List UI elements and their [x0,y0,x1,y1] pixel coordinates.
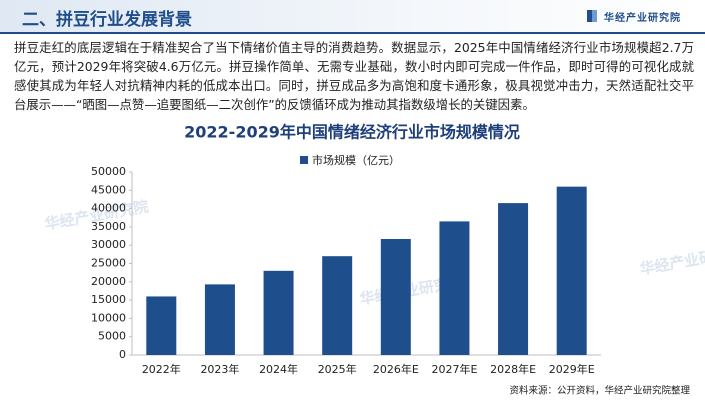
y-tick-label: 15000 [91,293,126,306]
watermark: 华经产业研究院 [638,242,705,278]
y-tick-label: 35000 [91,220,126,233]
y-tick-label: 20000 [91,275,126,288]
y-tick-label: 25000 [91,257,126,270]
bar [263,270,294,355]
logo-icon [587,10,597,22]
y-tick-label: 10000 [91,311,126,324]
bar [380,238,411,355]
legend-label: 市场规模（亿元） [312,153,400,167]
x-tick-label: 2025年 [318,362,357,376]
chart-title: 2022-2029年中国情绪经济行业市场规模情况 [184,123,520,142]
y-tick-label: 40000 [91,202,126,215]
x-tick-label: 2024年 [259,362,298,376]
x-tick-label: 2023年 [200,362,239,376]
brand: 华经产业研究院 [604,13,681,24]
bar [439,221,470,355]
x-tick-label: 2027年E [431,362,477,376]
legend-swatch [300,156,308,164]
header-bar: 二、拼豆行业发展背景 华经产业研究院 [0,0,705,34]
y-tick-label: 5000 [98,330,126,343]
paragraph: 拼豆走红的底层逻辑在于精准契合了当下情绪价值主导的消费趋势。数据显示，2025年… [14,40,694,112]
source: 资料来源：公开资料，华经产业研究院整理 [509,385,690,397]
bar [498,203,529,355]
y-tick-label: 30000 [91,238,126,251]
x-tick-label: 2028年E [490,362,536,376]
y-tick-label: 50000 [91,165,126,178]
bar [204,284,235,355]
y-tick-label: 45000 [91,183,126,196]
y-tick-label: 0 [119,348,126,361]
bar [322,256,353,355]
bar [146,296,177,355]
header-title: 二、拼豆行业发展背景 [22,10,192,30]
x-tick-label: 2026年E [373,362,419,376]
bar [556,186,587,355]
x-tick-label: 2029年E [549,362,595,376]
x-tick-label: 2022年 [142,362,181,376]
